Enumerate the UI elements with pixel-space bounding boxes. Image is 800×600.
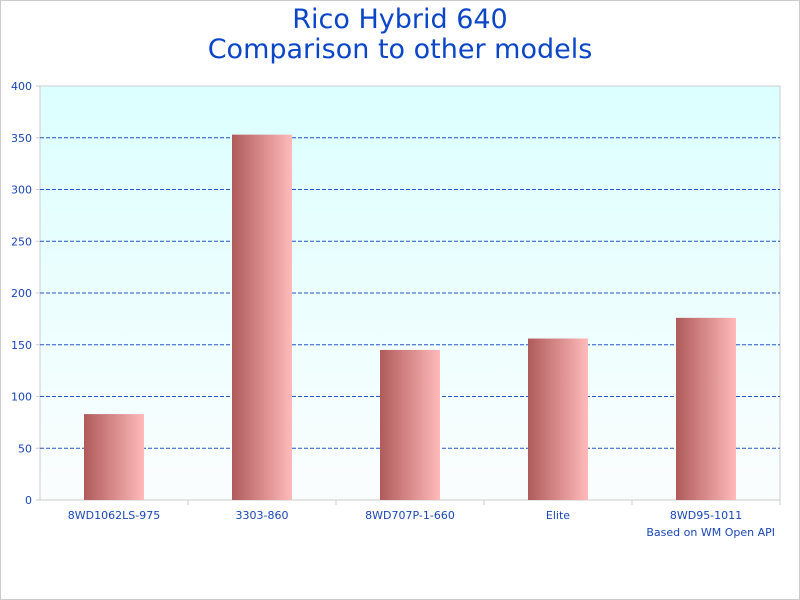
y-tick-label: 200 (11, 287, 32, 300)
x-tick-label: 3303-860 (236, 509, 289, 522)
y-tick-label: 0 (25, 494, 32, 507)
y-tick-label: 300 (11, 184, 32, 197)
chart-title-line-1: Rico Hybrid 640 (292, 4, 508, 35)
y-tick-label: 150 (11, 339, 32, 352)
y-tick-label: 400 (11, 80, 32, 93)
y-tick-label: 250 (11, 235, 32, 248)
chart-title-line-2: Comparison to other models (208, 34, 593, 65)
source-annotation: Based on WM Open API (646, 526, 775, 539)
y-tick-label: 100 (11, 391, 32, 404)
x-tick-label: 8WD95-1011 (670, 509, 742, 522)
bar-4 (676, 317, 736, 500)
bar-3 (528, 338, 588, 500)
x-tick-label: 8WD1062LS-975 (68, 509, 160, 522)
y-tick-label: 350 (11, 132, 32, 145)
x-tick-label: Elite (546, 509, 570, 522)
bar-0 (84, 414, 144, 500)
bar-1 (232, 134, 292, 500)
y-tick-label: 50 (18, 442, 32, 455)
bar-2 (380, 349, 440, 500)
x-tick-label: 8WD707P-1-660 (365, 509, 455, 522)
